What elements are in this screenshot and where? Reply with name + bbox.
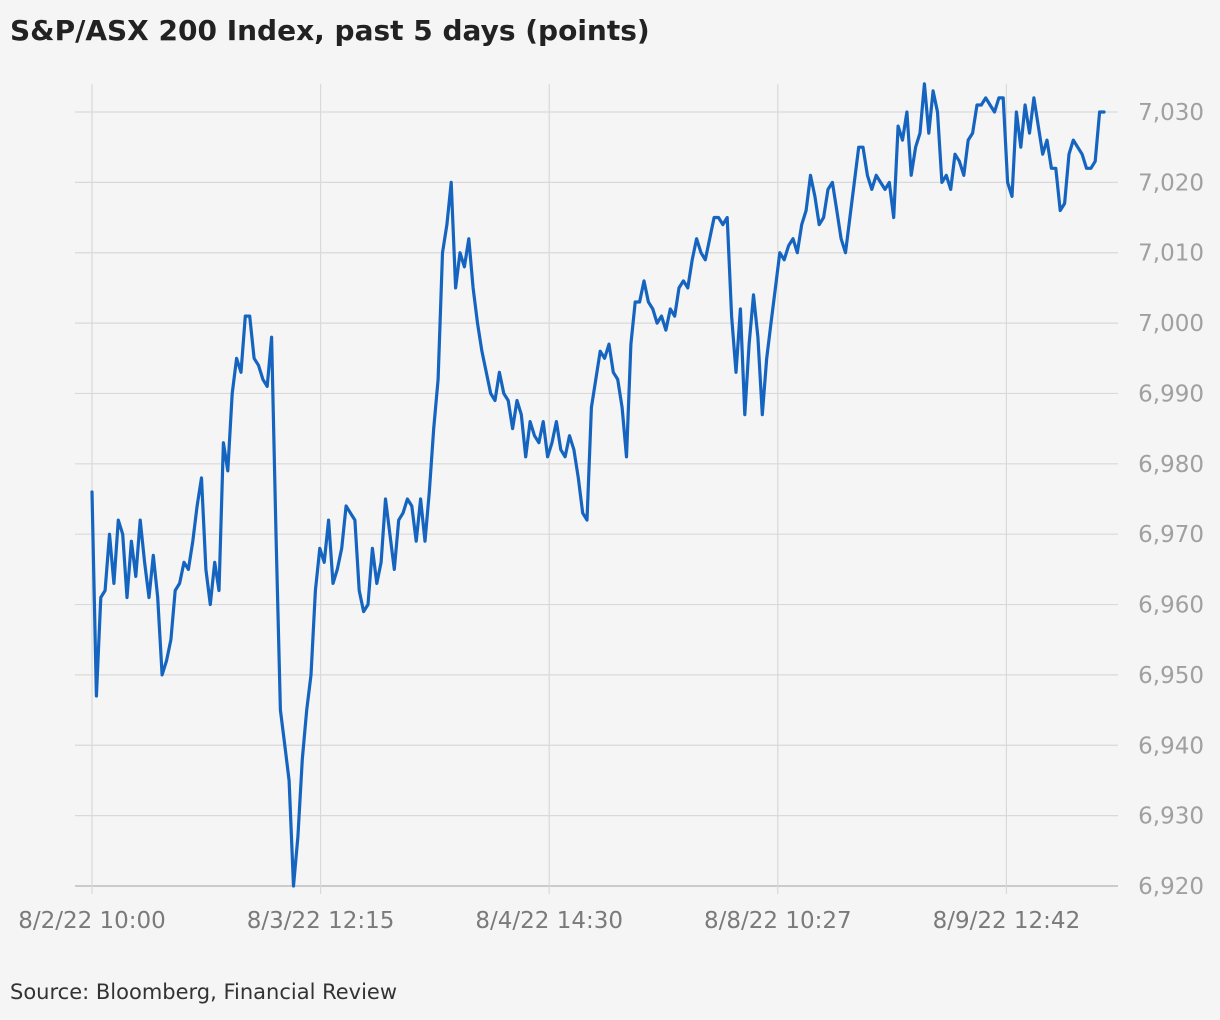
x-tick-label: 8/2/22 10:00 xyxy=(18,908,166,934)
x-tick-label: 8/3/22 12:15 xyxy=(247,908,395,934)
y-tick-label: 6,960 xyxy=(1138,593,1204,619)
source-note: Source: Bloomberg, Financial Review xyxy=(10,980,398,1004)
y-tick-label: 6,990 xyxy=(1138,381,1204,407)
y-tick-label: 6,930 xyxy=(1138,804,1204,830)
y-tick-label: 6,970 xyxy=(1138,522,1204,548)
y-tick-label: 7,030 xyxy=(1138,100,1204,126)
y-tick-label: 7,020 xyxy=(1138,170,1204,196)
x-tick-label: 8/9/22 12:42 xyxy=(933,908,1081,934)
x-tick-label: 8/8/22 10:27 xyxy=(704,908,852,934)
chart-title: S&P/ASX 200 Index, past 5 days (points) xyxy=(10,14,650,47)
x-axis-ticks: 8/2/22 10:00 8/3/22 12:15 8/4/22 14:30 8/8/… xyxy=(18,908,1080,934)
y-tick-label: 6,980 xyxy=(1138,452,1204,478)
y-axis-ticks: 6,920 6,930 6,940 6,950 6,960 6,970 6,980 6,990… xyxy=(1138,100,1204,900)
y-tick-label: 7,010 xyxy=(1138,241,1204,267)
y-tick-label: 6,950 xyxy=(1138,663,1204,689)
series-line xyxy=(90,82,1106,888)
grid-lines xyxy=(75,84,1118,894)
line-chart: 8/2/22 10:00 8/3/22 12:15 8/4/22 14:30 8/8/… xyxy=(18,82,1204,934)
y-tick-label: 6,920 xyxy=(1138,874,1204,900)
y-tick-label: 7,000 xyxy=(1138,311,1204,337)
y-tick-label: 6,940 xyxy=(1138,733,1204,759)
x-tick-label: 8/4/22 14:30 xyxy=(475,908,623,934)
